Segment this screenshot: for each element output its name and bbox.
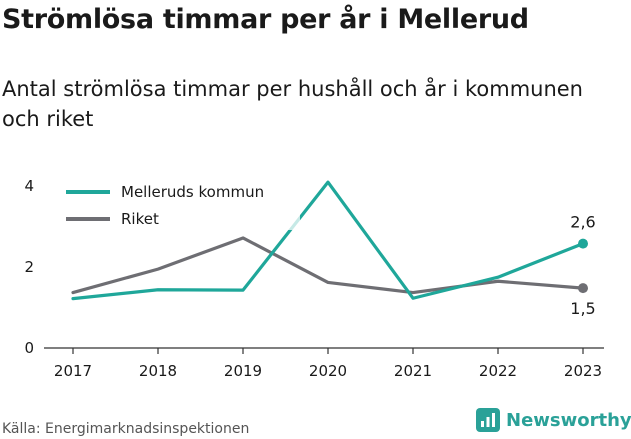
chart-title: Strömlösa timmar per år i Mellerud (2, 4, 529, 35)
end-point-marker (578, 238, 588, 249)
x-tick-label: 2017 (54, 362, 92, 380)
x-tick-label: 2019 (224, 362, 262, 380)
end-value-label: 1,5 (570, 299, 595, 318)
series-line-riket (71, 236, 585, 295)
legend-label: Riket (121, 210, 159, 228)
brand-name: Newsworthy (506, 409, 631, 431)
x-tick-label: 2023 (564, 362, 602, 380)
legend-label: Melleruds kommun (121, 183, 264, 201)
y-tick-label: 2 (24, 258, 34, 276)
legend-background (58, 178, 300, 230)
x-tick-label: 2020 (309, 362, 347, 380)
chart-subtitle: Antal strömlösa timmar per hushåll och å… (2, 77, 583, 131)
series-line-kommun (71, 180, 585, 301)
end-point-marker (578, 283, 588, 294)
newsworthy-icon (476, 408, 500, 432)
x-tick-label: 2021 (394, 362, 432, 380)
y-tick-label: 4 (24, 177, 34, 195)
y-tick-label: 0 (24, 339, 34, 357)
x-tick-label: 2022 (479, 362, 517, 380)
x-tick-label: 2018 (139, 362, 177, 380)
end-value-label: 2,6 (570, 213, 595, 232)
brand-logo: Newsworthy (476, 408, 631, 432)
source-note: Källa: Energimarknadsinspektionen (2, 421, 250, 437)
